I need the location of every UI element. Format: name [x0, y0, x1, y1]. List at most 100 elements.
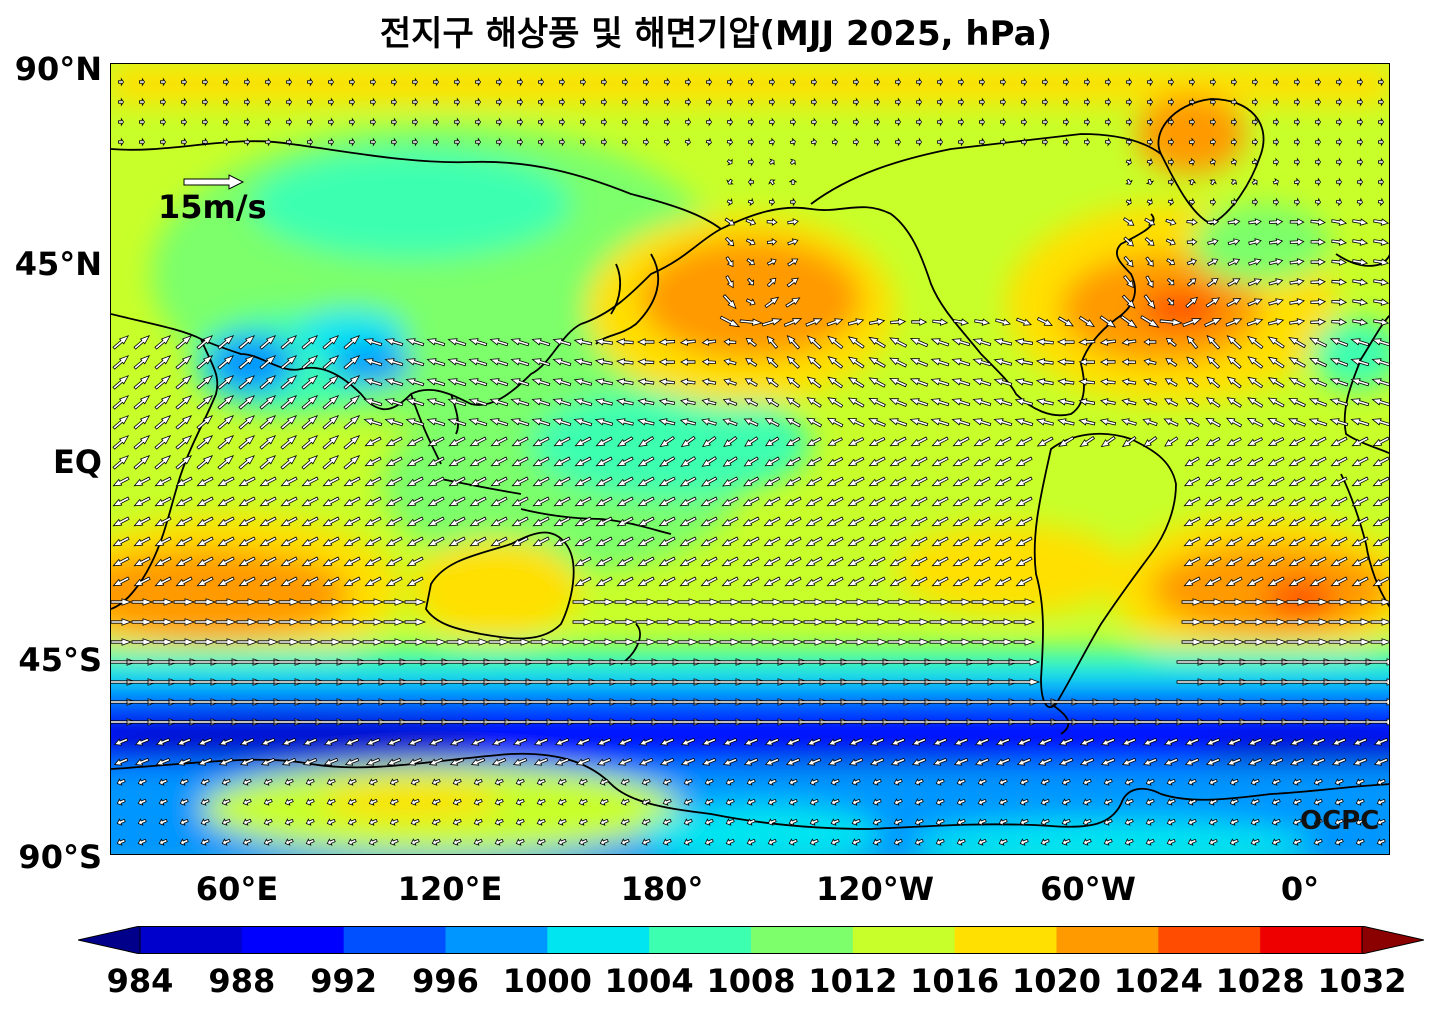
wind-vector-arrow [1349, 638, 1372, 646]
wind-vector-arrow [133, 496, 151, 507]
wind-vector-arrow [538, 97, 544, 107]
wind-vector-arrow [1223, 638, 1246, 646]
wind-vector-arrow [830, 818, 840, 826]
wind-vector-arrow [593, 598, 616, 606]
wind-vector-arrow [680, 398, 696, 406]
wind-vector-arrow [112, 476, 130, 487]
wind-vector-arrow [680, 378, 696, 386]
wind-vector-arrow [805, 476, 823, 487]
wind-vector-arrow [1365, 678, 1389, 686]
wind-vector-arrow [473, 778, 483, 786]
wind-vector-arrow [1223, 618, 1246, 626]
wind-vector-arrow [851, 778, 861, 786]
wind-vector-arrow [326, 818, 336, 826]
wind-vector-arrow [764, 418, 780, 428]
wind-vector-arrow [931, 456, 949, 467]
wind-vector-arrow [1100, 358, 1116, 366]
wind-vector-arrow [370, 137, 376, 147]
wind-vector-arrow [638, 436, 655, 447]
wind-vector-arrow [701, 757, 717, 766]
wind-vector-arrow [426, 338, 446, 347]
wind-vector-arrow [202, 137, 208, 147]
wind-vector-arrow [305, 798, 315, 806]
wind-vector-arrow [805, 556, 823, 567]
wind-vector-arrow [1063, 77, 1069, 87]
wind-vector-arrow [998, 838, 1008, 846]
wind-vector-arrow [704, 838, 714, 846]
wind-vector-arrow [406, 456, 424, 467]
wind-vector-arrow [1015, 536, 1033, 547]
wind-vector-arrow [1349, 598, 1372, 606]
wind-vector-arrow [410, 798, 420, 806]
wind-vector-arrow [1014, 338, 1034, 346]
wind-vector-arrow [972, 378, 992, 387]
wind-vector-arrow [573, 398, 593, 407]
wind-vector-arrow [448, 436, 466, 447]
wind-vector-arrow [1188, 197, 1195, 207]
wind-vector-arrow [512, 737, 528, 746]
wind-vector-arrow [1188, 157, 1195, 167]
wind-vector-arrow [677, 618, 700, 626]
wind-vector-arrow [238, 335, 256, 350]
wind-vector-arrow [659, 737, 675, 746]
wind-vector-arrow [364, 496, 382, 507]
wind-vector-arrow [1208, 818, 1218, 826]
wind-vector-arrow [1329, 338, 1349, 347]
wind-vector-arrow [406, 496, 424, 507]
wind-vector-arrow [1294, 77, 1300, 87]
wind-vector-arrow [1267, 336, 1285, 349]
wind-vector-arrow [538, 137, 544, 147]
wind-vector-arrow [763, 536, 781, 547]
wind-vector-arrow [847, 376, 865, 389]
wind-vector-arrow [998, 818, 1008, 826]
wind-vector-arrow [473, 798, 483, 806]
wind-vector-arrow [1035, 378, 1054, 386]
wind-vector-arrow [722, 294, 737, 310]
wind-vector-arrow [469, 456, 487, 467]
wind-vector-arrow [574, 576, 592, 587]
wind-vector-arrow [196, 576, 214, 587]
wind-vector-arrow [874, 77, 880, 87]
wind-vector-arrow [1315, 137, 1321, 147]
wind-vector-arrow [1142, 398, 1158, 406]
wind-vector-arrow [806, 335, 822, 350]
wind-vector-arrow [368, 838, 378, 846]
wind-vector-arrow [1226, 456, 1243, 467]
wind-vector-arrow [721, 496, 739, 507]
wind-vector-arrow [701, 338, 717, 346]
wind-vector-arrow [679, 556, 697, 567]
wind-vector-arrow [1164, 398, 1179, 407]
wind-vector-arrow [1309, 536, 1327, 547]
wind-vector-arrow [1308, 378, 1328, 388]
wind-vector-arrow [552, 358, 572, 367]
colorbar-cell [343, 926, 446, 954]
wind-vector-arrow [1372, 496, 1389, 507]
wind-vector-arrow [1331, 278, 1348, 286]
wind-vector-arrow [1057, 378, 1075, 386]
wind-vector-arrow [1168, 97, 1174, 107]
wind-vector-arrow [578, 838, 588, 846]
wind-vector-arrow [427, 436, 445, 447]
wind-vector-arrow [951, 378, 971, 387]
pressure-wind-map [110, 63, 1390, 855]
wind-vector-arrow [1376, 818, 1386, 826]
wind-vector-arrow [685, 117, 691, 127]
wind-vector-arrow [391, 137, 397, 147]
wind-vector-arrow [391, 77, 397, 87]
wind-vector-arrow [1187, 778, 1197, 786]
wind-vector-arrow [133, 335, 151, 350]
wind-vector-arrow [112, 556, 130, 567]
wind-vector-arrow [721, 576, 739, 587]
wind-vector-arrow [574, 536, 592, 547]
wind-vector-arrow [637, 556, 655, 567]
wind-vector-arrow [1370, 618, 1389, 626]
wind-vector-arrow [1121, 338, 1137, 346]
wind-vector-arrow [722, 737, 738, 746]
wind-vector-arrow [175, 435, 193, 450]
wind-vector-arrow [1042, 117, 1048, 127]
wind-vector-arrow [133, 355, 151, 370]
wind-vector-arrow [1246, 417, 1264, 428]
wind-vector-arrow [1371, 398, 1389, 407]
wind-vector-arrow [614, 598, 637, 606]
wind-vector-arrow [977, 838, 987, 846]
